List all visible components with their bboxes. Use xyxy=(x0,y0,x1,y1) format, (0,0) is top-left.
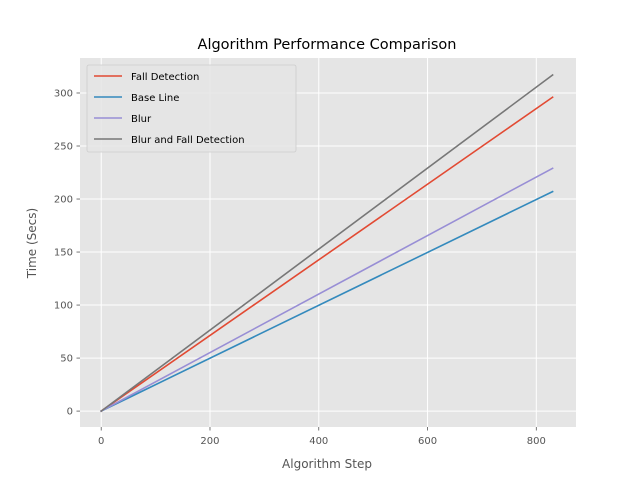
grid xyxy=(80,58,576,427)
x-tick-label: 600 xyxy=(418,436,437,447)
series-line-fall-detection xyxy=(100,96,554,413)
legend-box xyxy=(86,64,297,153)
x-tick-labels: 0 200 400 600 800 xyxy=(98,436,546,447)
legend-label-blur: Blur xyxy=(131,114,152,125)
series-line-blur-and-fall-detection xyxy=(100,73,554,413)
y-tick-label: 50 xyxy=(60,354,73,365)
x-tick-label: 400 xyxy=(309,436,328,447)
y-tick-label: 300 xyxy=(54,88,73,99)
x-tick-label: 800 xyxy=(527,436,546,447)
y-tick-label: 250 xyxy=(54,142,73,153)
legend: Fall Detection Base Line Blur Blur and Fall… xyxy=(86,64,297,153)
y-tick-label: 100 xyxy=(54,301,73,312)
x-tick-label: 200 xyxy=(200,436,219,447)
tick-marks xyxy=(76,92,537,431)
y-tick-label: 150 xyxy=(54,248,73,259)
x-tick-label: 0 xyxy=(98,436,104,447)
legend-label-blur-and-fall-detection: Blur and Fall Detection xyxy=(131,135,245,146)
series-lines xyxy=(100,73,554,413)
y-tick-labels: 0 50 100 150 200 250 300 xyxy=(54,88,73,417)
legend-label-base-line: Base Line xyxy=(131,93,179,104)
legend-label-fall-detection: Fall Detection xyxy=(131,72,199,83)
chart-title: Algorithm Performance Comparison xyxy=(198,37,457,53)
series-line-base-line xyxy=(100,190,554,413)
y-tick-label: 0 xyxy=(67,407,73,418)
y-tick-label: 200 xyxy=(54,195,73,206)
x-axis-label: Algorithm Step xyxy=(282,457,372,471)
series-line-blur xyxy=(100,167,554,413)
y-axis-label: Time (Secs) xyxy=(25,208,39,279)
